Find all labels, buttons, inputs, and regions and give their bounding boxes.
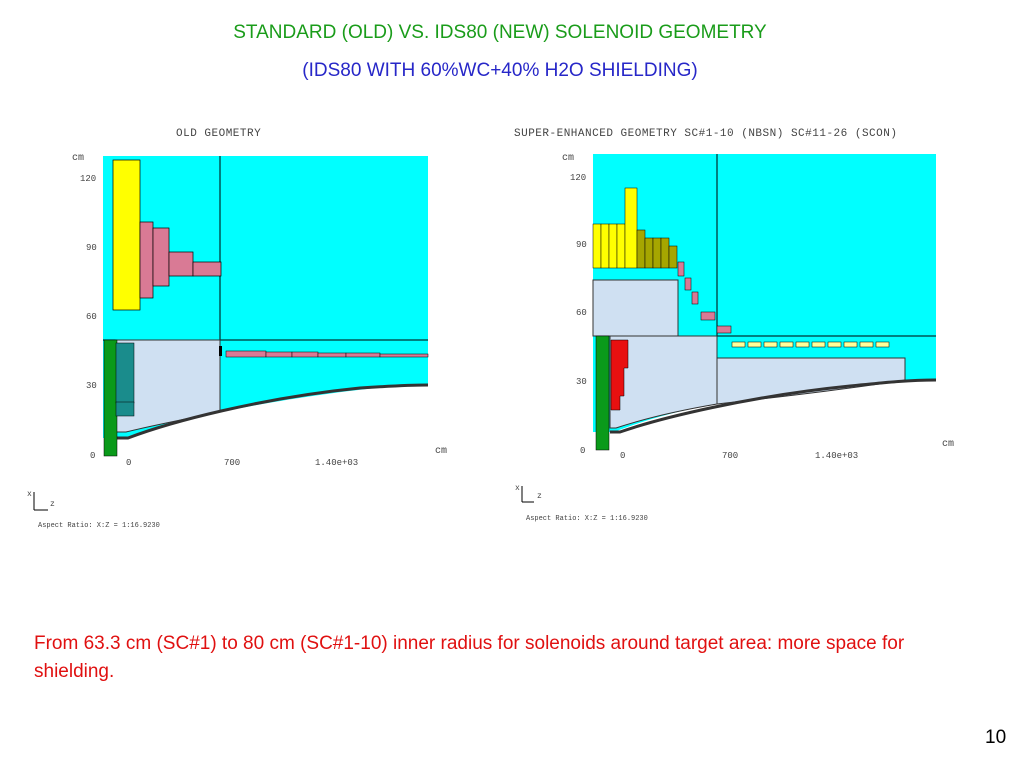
right-y-tick-0: 0: [580, 446, 585, 456]
right-coil-red: [610, 339, 629, 411]
right-coil-yellow-tall: [624, 187, 638, 269]
right-coil-olive-4: [660, 237, 670, 269]
left-geometry-plot: cm 120 90 60 30 0 0 700 1.40e+03 cm x z …: [27, 153, 447, 530]
right-beam-pipe: [610, 378, 937, 434]
left-y-tick-120: 120: [80, 174, 96, 184]
left-coil-pink-long-6: [379, 353, 429, 358]
slide-subtitle: (IDS80 WITH 60%WC+40% H2O SHIELDING): [302, 60, 698, 81]
left-x-tick-0: 0: [126, 458, 131, 468]
left-y-tick-60: 60: [86, 312, 97, 322]
svg-text:z: z: [50, 500, 55, 509]
left-coil-teal-upper: [115, 342, 135, 404]
right-coil-pink-2: [684, 277, 692, 291]
left-coil-teal-lower: [115, 401, 135, 417]
right-x-tick-0: 0: [620, 451, 625, 461]
right-x-tick-1400: 1.40e+03: [815, 451, 858, 461]
left-y-unit: cm: [72, 153, 84, 164]
left-coil-pink-3: [168, 251, 194, 277]
right-x-unit: cm: [942, 439, 954, 450]
right-coil-pink-5: [716, 325, 732, 334]
right-y-unit: cm: [562, 153, 574, 164]
right-target-column: [595, 335, 610, 451]
left-plot-title: OLD GEOMETRY: [176, 128, 262, 140]
left-y-tick-0: 0: [90, 451, 95, 461]
right-coil-olive-2: [644, 237, 654, 269]
left-coil-pink-1: [139, 221, 154, 299]
right-y-tick-90: 90: [576, 240, 587, 250]
right-coil-pink-1: [677, 261, 685, 277]
left-coil-pink-long-2: [265, 351, 293, 358]
right-aspect-ratio: Aspect Ratio: X:Z = 1:16.9230: [526, 515, 648, 523]
left-coil-pink-long-5: [345, 352, 381, 358]
right-x-tick-700: 700: [722, 451, 738, 461]
left-x-tick-700: 700: [224, 458, 240, 468]
left-orientation-icon: x z: [27, 490, 55, 511]
left-x-tick-1400: 1.40e+03: [315, 458, 358, 468]
left-white-region: [103, 384, 428, 456]
right-coil-olive-5: [668, 245, 678, 269]
right-geometry-plot: cm 120 90 60 30 0 0 700 1.40e+03 cm: [515, 153, 954, 523]
left-beam-pipe: [116, 383, 429, 440]
right-coil-yellow-4: [616, 223, 626, 269]
left-marker: [219, 346, 222, 356]
left-aspect-ratio: Aspect Ratio: X:Z = 1:16.9230: [38, 522, 160, 530]
svg-text:x: x: [515, 484, 520, 493]
left-y-tick-90: 90: [86, 243, 97, 253]
left-target-column: [103, 339, 118, 457]
left-coil-pink-long-3: [291, 351, 319, 358]
left-x-unit: cm: [435, 446, 447, 457]
left-coil-pink-2: [152, 227, 170, 287]
right-coil-olive-1: [636, 229, 646, 269]
right-y-tick-120: 120: [570, 173, 586, 183]
right-coil-yellow-2: [600, 223, 610, 269]
right-y-tick-30: 30: [576, 377, 587, 387]
right-white-region: [593, 380, 936, 450]
left-coil-yellow: [112, 159, 141, 311]
left-y-tick-30: 30: [86, 381, 97, 391]
svg-text:x: x: [27, 490, 32, 499]
left-coil-pink-long-1: [225, 350, 267, 358]
right-coil-yellow-3: [608, 223, 618, 269]
right-y-tick-60: 60: [576, 308, 587, 318]
right-coil-yellow-row: [731, 341, 890, 348]
right-orientation-icon: x z: [515, 484, 542, 503]
right-coil-pink-4: [700, 311, 716, 321]
right-coil-pink-3: [691, 291, 699, 305]
left-coil-pink-long-4: [317, 352, 347, 358]
slide-note: From 63.3 cm (SC#1) to 80 cm (SC#1-10) i…: [34, 633, 905, 682]
right-shield-upper: [592, 279, 679, 337]
slide-title: STANDARD (OLD) VS. IDS80 (NEW) SOLENOID …: [233, 22, 767, 43]
right-coil-yellow-1: [592, 223, 602, 269]
page-number: 10: [985, 727, 1007, 748]
right-plot-title: SUPER-ENHANCED GEOMETRY SC#1-10 (NBSN) S…: [514, 128, 898, 140]
right-coil-olive-3: [652, 237, 662, 269]
svg-text:z: z: [537, 492, 542, 501]
left-coil-pink-4: [192, 261, 222, 277]
